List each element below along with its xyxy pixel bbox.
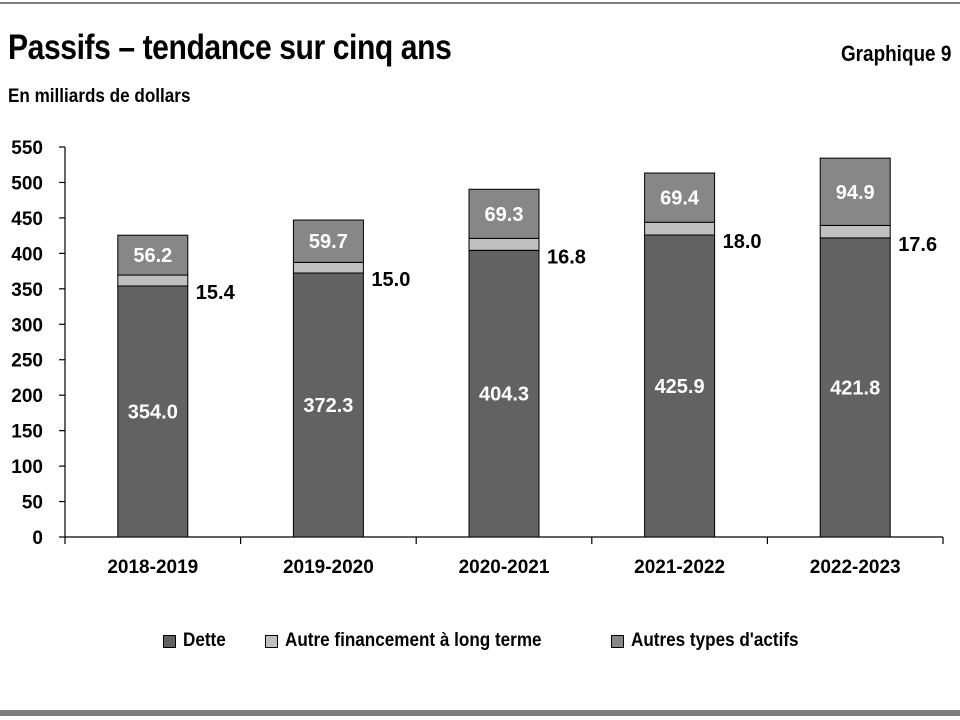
bar-segment: [117, 234, 189, 276]
legend-item-autres-actifs: Autres types d'actifs: [611, 630, 817, 652]
bar-segment: [468, 188, 540, 239]
y-tick-label: 300: [11, 315, 43, 336]
legend-swatch-autre-financement: [265, 634, 278, 648]
y-tick-label: 100: [11, 457, 43, 478]
y-tick-label: 500: [11, 173, 43, 194]
data-label-autres-actifs: 69.3: [485, 204, 524, 226]
data-label-autres-actifs: 69.4: [660, 188, 700, 210]
bar-segment: [468, 237, 540, 251]
x-tick-label: 2021-2022: [634, 557, 725, 578]
x-tick-label: 2018-2019: [107, 557, 198, 578]
bar-segment: [117, 274, 189, 287]
y-tick-label: 50: [22, 493, 43, 514]
y-tick-label: 250: [11, 351, 43, 372]
bars: [117, 157, 891, 538]
bar-segment: [819, 157, 891, 226]
data-label-dette: 404.3: [479, 384, 529, 406]
top-rule: [0, 2, 960, 4]
bottom-rule: [0, 710, 960, 716]
x-tick-label: 2022-2023: [810, 557, 901, 578]
bar-segment: [292, 261, 364, 274]
legend-item-dette: Dette: [163, 630, 231, 652]
unit-label: En milliards de dollars: [8, 86, 191, 107]
data-label-autre-financement: 15.0: [371, 269, 410, 291]
chart-title: Passifs – tendance sur cinq ans: [8, 28, 452, 67]
y-tick-label: 400: [11, 244, 43, 265]
bar-segment: [644, 234, 716, 538]
bar-segment: [292, 272, 364, 538]
data-label-autre-financement: 15.4: [196, 282, 236, 304]
legend-label-autre-financement: Autre financement à long terme: [285, 630, 542, 651]
legend: Dette Autre financement à long terme Aut…: [0, 630, 960, 658]
data-label-autres-actifs: 59.7: [309, 231, 348, 253]
data-label-autres-actifs: 56.2: [133, 245, 172, 267]
y-tick-label: 0: [32, 528, 43, 549]
data-label-dette: 421.8: [830, 377, 880, 399]
y-axis: 0 50 100 150 200 250 300 350 400 450 500 550: [11, 138, 66, 549]
bar-segment: [644, 172, 716, 223]
bar-segment: [468, 249, 540, 538]
legend-label-autres-actifs: Autres types d'actifs: [631, 630, 799, 651]
x-axis: 2018-2019 2019-2020 2020-2021 2021-2022 2022…: [64, 536, 944, 578]
x-tick-label: 2019-2020: [283, 557, 374, 578]
stacked-bar-chart: 0 50 100 150 200 250 300 350 400 450 500 550 2018-2…: [11, 138, 944, 578]
bar-segment: [644, 221, 716, 236]
data-label-autre-financement: 18.0: [723, 231, 762, 253]
data-label-dette: 425.9: [655, 376, 705, 398]
bar-segment: [117, 285, 189, 538]
y-tick-label: 150: [11, 422, 43, 443]
chart-number: Graphique 9: [840, 41, 951, 66]
legend-label-dette: Dette: [183, 630, 226, 651]
data-label-autre-financement: 16.8: [547, 246, 586, 268]
bar-segment: [292, 219, 364, 263]
data-label-autre-financement: 17.6: [898, 234, 937, 256]
data-label-autres-actifs: 94.9: [836, 182, 875, 204]
data-labels: 354.0 15.4 56.2 372.3 15.0 59.7 404.3 16.8 69.3 4…: [128, 182, 937, 424]
y-tick-label: 350: [11, 280, 43, 301]
data-label-dette: 354.0: [128, 401, 178, 423]
y-tick-label: 550: [11, 138, 43, 159]
x-tick-label: 2020-2021: [459, 557, 550, 578]
legend-swatch-dette: [163, 634, 176, 648]
data-label-dette: 372.3: [303, 395, 353, 417]
legend-swatch-autres-actifs: [611, 634, 624, 648]
bar-segment: [819, 224, 891, 239]
y-tick-label: 450: [11, 209, 43, 230]
legend-item-autre-financement: Autre financement à long terme: [265, 630, 570, 652]
y-tick-label: 200: [11, 386, 43, 407]
